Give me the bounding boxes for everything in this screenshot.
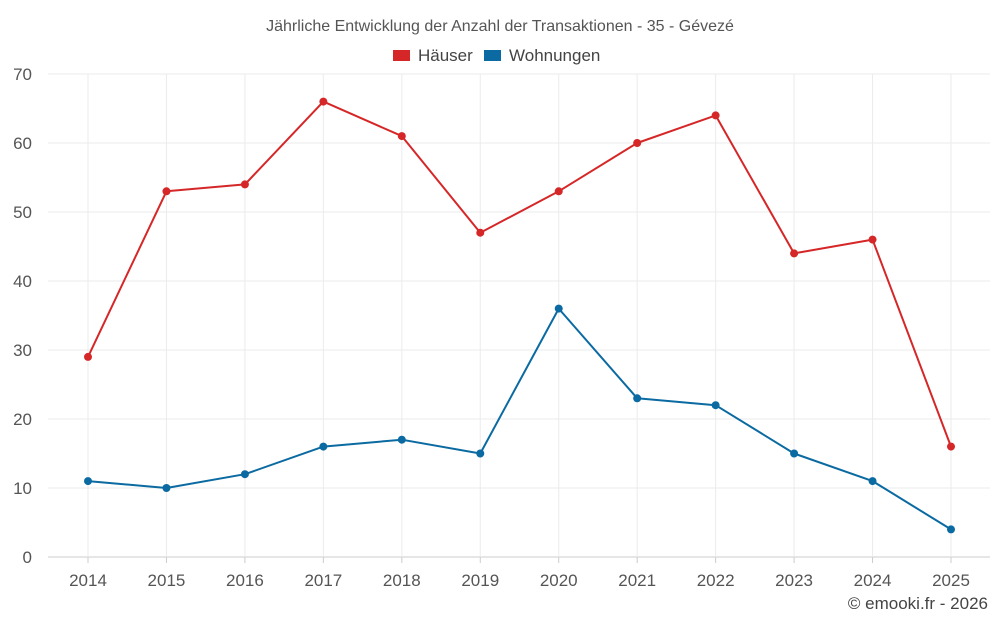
data-point-wohnungen[interactable]: [554, 304, 563, 313]
data-point-wohnungen[interactable]: [868, 477, 877, 486]
data-point-wohnungen[interactable]: [476, 449, 485, 458]
x-tick-label: 2021: [618, 571, 656, 590]
data-point-h-user[interactable]: [554, 187, 563, 196]
series-line-wohnungen: [87, 307, 952, 531]
y-tick-label: 10: [13, 479, 32, 498]
y-tick-label: 60: [13, 134, 32, 153]
y-tick-label: 30: [13, 341, 32, 360]
data-point-h-user[interactable]: [397, 132, 406, 141]
x-axis-ticks: 2014 2015 2016 2017 2018 2019 2020 2021 2022 2023…: [69, 557, 970, 590]
x-tick-label: 2025: [932, 571, 970, 590]
x-tick-label: 2018: [383, 571, 421, 590]
data-point-wohnungen[interactable]: [397, 435, 406, 444]
series-line-h-user: [87, 100, 952, 447]
data-point-h-user[interactable]: [476, 228, 485, 237]
y-tick-label: 50: [13, 203, 32, 222]
data-point-wohnungen[interactable]: [240, 470, 249, 479]
x-tick-label: 2020: [540, 571, 578, 590]
data-point-h-user[interactable]: [790, 249, 799, 258]
legend-swatch-haeuser: [393, 50, 410, 61]
chart-title: Jährliche Entwicklung der Anzahl der Tra…: [266, 18, 734, 35]
x-tick-label: 2016: [226, 571, 264, 590]
x-tick-label: 2019: [461, 571, 499, 590]
credit-text: © emooki.fr - 2026: [848, 594, 988, 613]
data-point-wohnungen[interactable]: [711, 401, 720, 410]
x-tick-label: 2015: [148, 571, 186, 590]
data-point-wohnungen[interactable]: [633, 394, 642, 403]
data-point-h-user[interactable]: [319, 97, 328, 106]
data-point-h-user[interactable]: [633, 139, 642, 147]
y-axis-ticks: 0 10 20 30 40 50 60 70: [13, 65, 32, 567]
y-tick-label: 70: [13, 65, 32, 84]
data-point-h-user[interactable]: [868, 235, 877, 244]
legend-swatch-wohnungen: [484, 50, 501, 61]
data-point-wohnungen[interactable]: [790, 449, 799, 458]
legend: Häuser Wohnungen: [393, 46, 600, 65]
x-tick-label: 2024: [854, 571, 892, 590]
x-tick-label: 2023: [775, 571, 813, 590]
legend-label-haeuser[interactable]: Häuser: [418, 46, 473, 65]
data-point-h-user[interactable]: [162, 187, 171, 196]
y-tick-label: 40: [13, 272, 32, 291]
data-point-h-user[interactable]: [240, 180, 249, 189]
data-point-wohnungen[interactable]: [319, 442, 328, 451]
data-point-h-user[interactable]: [947, 442, 955, 451]
y-tick-label: 20: [13, 410, 32, 429]
data-point-h-user[interactable]: [84, 352, 92, 361]
data-point-wohnungen[interactable]: [84, 477, 92, 486]
data-point-wohnungen[interactable]: [947, 525, 955, 534]
y-tick-label: 0: [23, 548, 32, 567]
data-point-h-user[interactable]: [711, 111, 720, 120]
x-tick-label: 2014: [69, 571, 107, 590]
series-group: [84, 97, 955, 534]
x-tick-label: 2017: [304, 571, 342, 590]
x-tick-label: 2022: [697, 571, 735, 590]
data-point-wohnungen[interactable]: [162, 484, 171, 492]
legend-label-wohnungen[interactable]: Wohnungen: [509, 46, 600, 65]
